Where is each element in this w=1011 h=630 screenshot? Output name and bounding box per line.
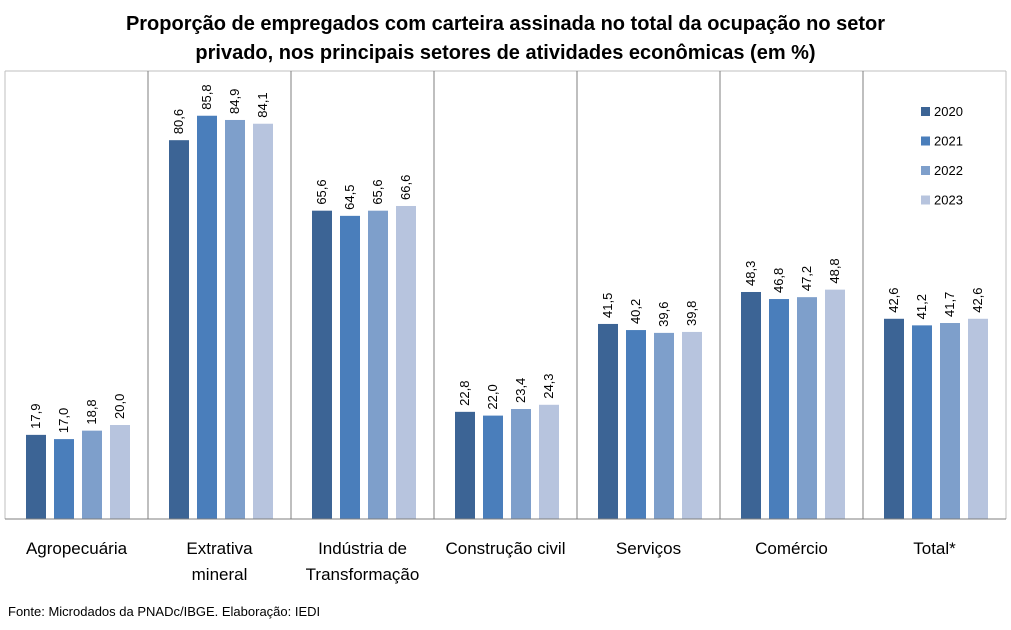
bar — [54, 439, 74, 519]
data-label: 48,3 — [743, 261, 758, 286]
bar — [797, 297, 817, 519]
data-label: 18,8 — [84, 399, 99, 424]
data-label: 84,9 — [227, 89, 242, 114]
chart-title-line-1: Proporção de empregados com carteira ass… — [125, 13, 886, 35]
legend-swatch — [921, 136, 930, 146]
legend-swatch — [921, 166, 930, 175]
legend-label: 2022 — [934, 163, 963, 178]
chart-title: Proporção de empregados com carteira ass… — [0, 10, 1011, 68]
data-label: 20,0 — [112, 394, 127, 419]
bar — [769, 299, 789, 519]
category-label: Transformação — [306, 565, 420, 584]
category-label: Total* — [913, 539, 956, 558]
category-label: mineral — [192, 565, 248, 584]
data-label: 66,6 — [398, 175, 413, 200]
bar — [368, 210, 388, 519]
bar — [253, 123, 273, 519]
chart-title-line-2: privado, nos principais setores de ativi… — [195, 42, 816, 64]
data-label: 47,2 — [799, 266, 814, 291]
bar — [511, 409, 531, 519]
bar-chart: 17,9 17,0 18,8 20,0 Agropecuária 80,6 85,8 84,9… — [4, 70, 1007, 584]
bar — [940, 323, 960, 519]
data-label: 22,0 — [485, 384, 500, 409]
bar — [912, 325, 932, 519]
bar — [539, 404, 559, 519]
data-label: 64,5 — [342, 185, 357, 210]
bar — [825, 289, 845, 519]
category-label: Comércio — [755, 539, 828, 558]
category-label: Serviços — [616, 539, 681, 558]
bar — [26, 434, 46, 519]
bar — [741, 291, 761, 519]
data-label: 80,6 — [171, 109, 186, 134]
category-label: Construção civil — [446, 539, 566, 558]
legend-swatch — [921, 195, 930, 205]
bar — [340, 215, 360, 519]
data-label: 39,8 — [684, 301, 699, 326]
bar — [654, 332, 674, 519]
data-label: 84,1 — [255, 92, 270, 117]
bar — [968, 318, 988, 519]
data-label: 22,8 — [457, 381, 472, 406]
data-label: 42,6 — [970, 287, 985, 312]
data-label: 41,2 — [914, 294, 929, 319]
data-label: 24,3 — [541, 373, 556, 398]
data-label: 65,6 — [314, 179, 329, 204]
bar — [396, 205, 416, 520]
bar — [682, 331, 702, 519]
bar — [598, 323, 618, 519]
bar — [455, 411, 475, 519]
data-label: 40,2 — [628, 299, 643, 324]
category-label: Agropecuária — [26, 539, 128, 558]
bar — [626, 330, 646, 519]
data-label: 41,7 — [942, 292, 957, 317]
legend-swatch — [921, 107, 930, 116]
bar — [110, 425, 130, 519]
category-label: Extrativa — [186, 539, 253, 558]
category-label: Indústria de — [318, 539, 407, 558]
bar — [169, 140, 189, 519]
data-label: 41,5 — [600, 293, 615, 318]
data-label: 23,4 — [513, 378, 528, 403]
data-label: 46,8 — [771, 268, 786, 293]
data-label: 17,0 — [56, 408, 71, 433]
legend-label: 2023 — [934, 193, 963, 208]
legend-label: 2021 — [934, 134, 963, 149]
data-label: 17,9 — [28, 404, 43, 429]
source-footnote: Fonte: Microdados da PNADc/IBGE. Elabora… — [8, 604, 321, 619]
bar — [312, 210, 332, 519]
bar — [225, 119, 245, 519]
data-label: 48,8 — [827, 258, 842, 283]
legend-label: 2020 — [934, 104, 963, 119]
data-label: 39,6 — [656, 302, 671, 327]
bar — [82, 430, 102, 519]
data-label: 65,6 — [370, 179, 385, 204]
data-label: 42,6 — [886, 287, 901, 312]
bar — [483, 415, 503, 519]
bar — [197, 115, 217, 520]
data-label: 85,8 — [199, 84, 214, 109]
bar — [884, 318, 904, 519]
